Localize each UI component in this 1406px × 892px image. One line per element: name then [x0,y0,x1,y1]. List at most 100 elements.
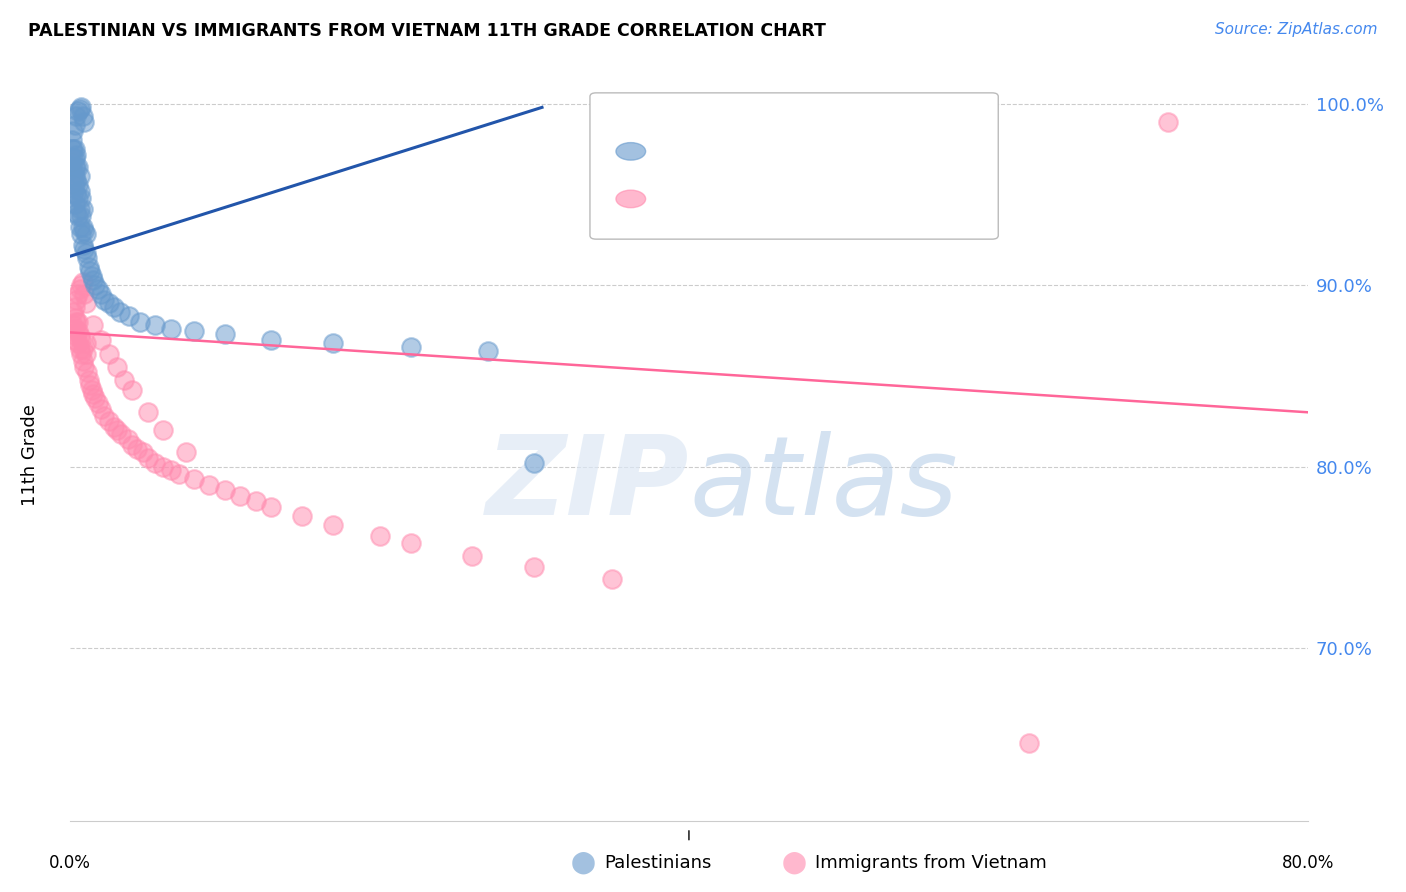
Circle shape [616,143,645,161]
Point [73,242,96,256]
Point [523,559,546,574]
Point [65,293,87,307]
Text: atlas: atlas [689,431,957,538]
Point [65,314,87,328]
Point [69,282,91,296]
Point [69,169,91,184]
Point [63,178,86,193]
Point [67,191,90,205]
Point [63,322,86,336]
Point [183,472,205,486]
Point [214,483,236,498]
Point [229,489,252,503]
Point [60,142,83,156]
Point [67,209,90,223]
Point [76,365,98,379]
Point [1018,736,1040,750]
Point [160,463,183,477]
Point [245,494,267,508]
Text: R = -0.108   N = 75: R = -0.108 N = 75 [655,190,832,208]
Point [103,419,125,434]
Point [198,478,221,492]
Point [129,314,152,328]
Point [72,202,94,216]
Point [84,391,107,405]
Point [145,318,167,333]
Point [108,305,131,319]
Point [152,424,174,438]
Point [260,500,283,514]
Point [69,202,91,216]
Point [87,396,110,410]
Point [62,169,84,184]
Point [1157,115,1180,129]
Point [69,102,91,116]
Point [118,309,141,323]
Point [75,336,97,351]
Point [110,427,132,442]
Point [291,508,314,523]
Point [79,378,101,392]
Point [80,269,103,284]
Point [105,424,128,438]
Text: 0.0%: 0.0% [49,854,91,871]
Point [65,173,87,187]
Point [63,142,86,156]
Point [399,536,422,550]
Point [79,263,101,277]
Point [63,310,86,325]
Point [73,224,96,238]
Text: 80.0%: 80.0% [1281,854,1334,871]
Point [368,529,391,543]
Text: Palestinians: Palestinians [605,854,711,871]
Point [62,187,84,202]
Point [93,409,115,423]
Point [214,327,236,342]
Point [82,273,105,287]
Point [76,251,98,265]
Point [77,373,100,387]
Point [60,133,83,147]
Point [62,305,84,319]
Point [73,115,96,129]
Point [90,401,112,416]
Point [63,160,86,174]
Point [70,333,93,347]
Point [72,238,94,252]
Point [117,433,139,447]
Point [121,384,143,398]
Point [125,442,148,456]
Point [67,178,90,193]
Point [60,154,83,169]
Point [65,329,87,343]
Point [152,459,174,474]
Point [62,318,84,333]
Point [72,110,94,124]
Point [84,278,107,293]
Point [62,151,84,165]
Point [183,324,205,338]
Point [103,300,125,314]
Point [65,110,87,124]
Text: Source: ZipAtlas.com: Source: ZipAtlas.com [1215,22,1378,37]
Point [132,445,155,459]
Point [75,347,97,361]
Point [63,196,86,211]
Point [69,184,91,198]
Point [67,314,90,328]
Point [121,438,143,452]
Point [62,124,84,138]
Text: ⬤: ⬤ [782,851,807,874]
Point [77,260,100,274]
Point [260,333,283,347]
Point [90,333,112,347]
Point [69,342,91,356]
Circle shape [616,190,645,208]
Point [80,384,103,398]
Point [75,227,97,242]
Point [98,414,121,428]
Point [145,456,167,470]
Text: Immigrants from Vietnam: Immigrants from Vietnam [815,854,1047,871]
Point [70,209,93,223]
Point [72,220,94,235]
